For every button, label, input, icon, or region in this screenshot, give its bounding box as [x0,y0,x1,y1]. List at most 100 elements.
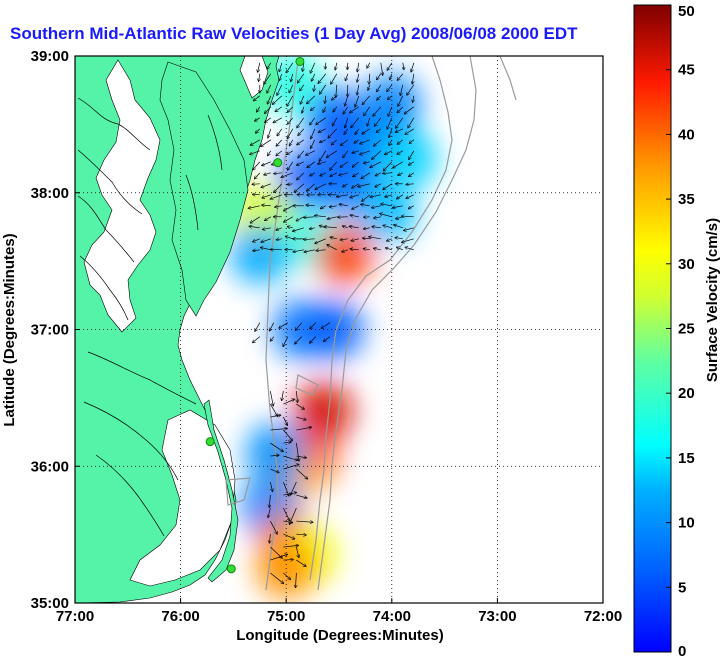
velocity-arrow [367,62,371,68]
map-plot-area [74,55,604,604]
velocity-arrow [364,228,370,229]
colorbar-tick-label: 30 [678,256,695,273]
colorbar-tick-label: 50 [678,3,695,20]
velocity-arrow [270,428,287,430]
velocity-arrow [261,238,271,242]
velocity-arrow [291,73,293,81]
velocity-arrow [287,95,294,106]
velocity-arrow [343,183,348,187]
velocity-arrow [374,117,382,126]
velocity-arrow [405,247,414,251]
velocity-arrow [327,216,337,219]
velocity-arrow [344,128,349,134]
velocity-arrow [296,456,306,458]
velocity-arrow [250,139,260,145]
velocity-arrow [343,106,349,114]
colorbar-label: Surface Velocity (cm/s) [704,218,721,382]
velocity-patch [314,224,375,285]
velocity-arrow [265,106,272,113]
velocity-arrow [296,416,305,420]
velocity-arrow [327,150,337,158]
velocity-arrow [369,237,381,240]
velocity-arrow [370,194,381,197]
velocity-arrow [408,205,414,209]
velocity-arrow [360,150,370,155]
x-tick-label: 73:00 [478,608,516,625]
y-tick-label: 35:00 [31,595,69,612]
velocity-arrow [319,150,327,161]
velocity-arrow [298,150,305,158]
velocity-arrow [264,73,272,84]
velocity-arrow [277,128,283,136]
velocity-arrow [364,162,370,163]
velocity-arrow [387,84,393,92]
velocity-arrow [253,250,260,251]
velocity-arrow [307,183,316,191]
velocity-arrow [357,84,359,95]
velocity-arrow [377,84,382,92]
velocity-arrow [279,62,283,72]
velocity-arrow [294,183,305,192]
velocity-arrow [409,150,415,159]
velocity-arrow [315,238,326,244]
velocity-arrow [370,161,381,168]
velocity-arrow [411,62,415,72]
velocity-arrow [287,106,294,112]
velocity-arrow [275,206,282,207]
x-tick-label: 74:00 [373,608,411,625]
x-tick-label: 72:00 [584,608,622,625]
velocity-arrow [350,194,359,198]
velocity-arrow [345,95,349,106]
velocity-arrow [311,106,316,111]
velocity-arrow [288,117,294,124]
velocity-arrow [255,117,260,121]
velocity-arrow [357,73,359,82]
velocity-arrow [303,62,304,71]
velocity-arrow [397,150,403,154]
velocity-arrow [268,128,272,138]
velocity-arrow [354,139,359,143]
velocity-arrow [389,139,393,145]
velocity-arrow [283,533,294,539]
velocity-arrow [283,442,291,443]
velocity-arrow [279,322,288,328]
velocity-arrow [269,322,275,331]
velocity-arrow [340,161,349,167]
velocity-arrow [339,172,348,176]
velocity-arrow [333,106,338,112]
velocity-arrow [331,139,338,145]
velocity-arrow [282,390,284,400]
velocity-arrow [316,117,326,125]
y-axis-ticks: 39:00 38:00 37:00 36:00 35:00 [31,48,80,612]
velocity-arrow [377,73,382,80]
velocity-arrow [279,73,283,81]
velocity-arrow [404,106,415,114]
velocity-arrow [402,216,414,217]
x-tick-label: 77:00 [56,608,94,625]
velocity-arrow [297,139,305,145]
velocity-arrow [324,227,337,228]
colorbar-tick-label: 25 [678,321,695,338]
velocity-arrow [248,205,260,208]
velocity-arrow [258,62,261,72]
velocity-arrow [264,173,271,175]
velocity-arrow [372,150,382,159]
velocity-arrow [310,139,316,148]
velocity-arrow [402,238,414,242]
velocity-arrow [407,84,415,95]
velocity-arrow [276,228,282,230]
velocity-arrow [318,161,326,164]
velocity-arrow [287,227,293,228]
velocity-arrow [362,128,370,134]
albemarle-pamlico-sound [129,409,236,587]
velocity-arrow [281,172,293,177]
colorbar-tick-label: 15 [678,450,695,467]
velocity-arrow [398,95,404,106]
velocity-patch [293,381,354,442]
velocity-arrow [307,95,316,104]
velocity-arrow [400,84,404,95]
velocity-arrow [293,249,304,252]
velocity-arrow [315,215,326,216]
x-axis-ticks: 77:00 76:00 75:00 74:00 73:00 72:00 [56,598,622,625]
velocity-arrow [257,106,261,112]
